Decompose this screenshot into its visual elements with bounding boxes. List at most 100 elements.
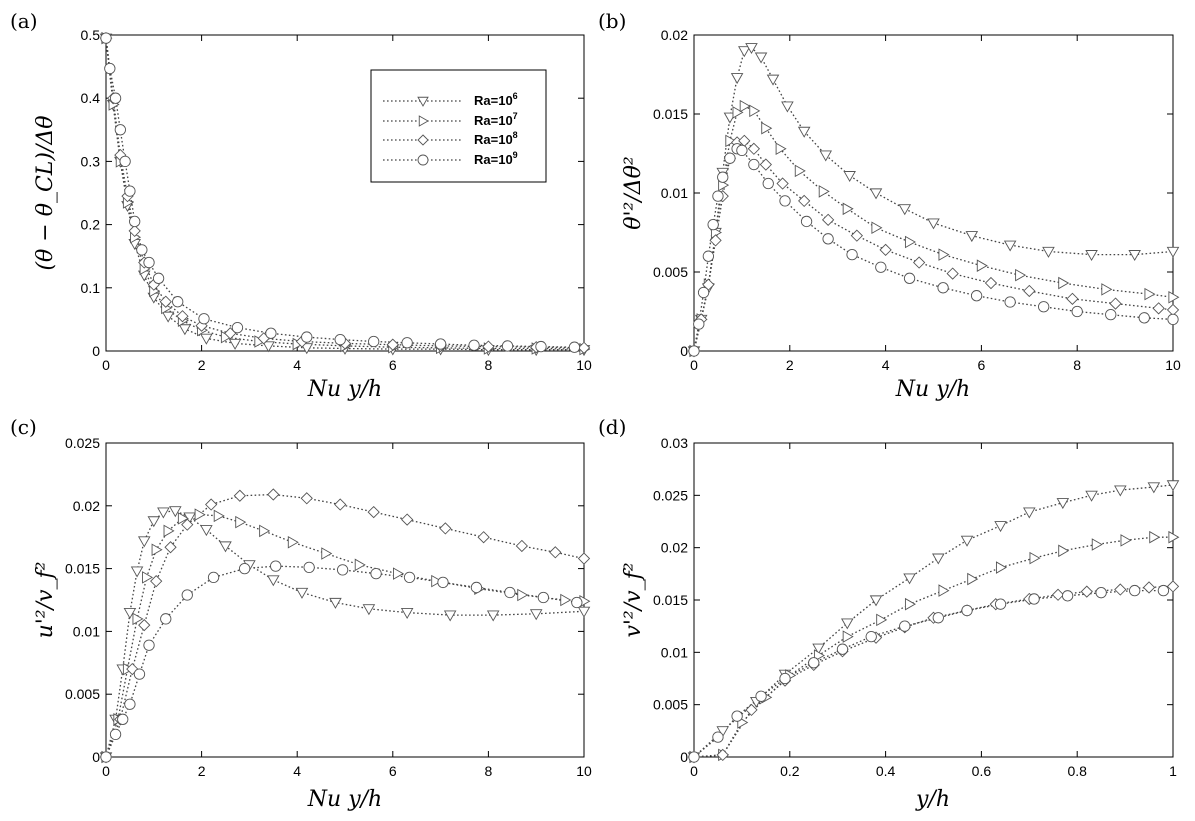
legend-label-ra9-base: Ra=10	[474, 152, 513, 167]
panel-c-point-ra8	[205, 498, 218, 511]
panel-c-point-ra8	[577, 552, 591, 565]
panel-c-label: (c)	[10, 415, 37, 439]
panel-b-x-tick-label: 10	[1165, 357, 1181, 373]
panel-d: (d) 0 0.2 0.4 0.6 0.8 1 0 0.005 0.01 0.015 0.02 0.0…	[598, 415, 1180, 812]
panel-c: (c) 0 2 4 6 8 10 0 0.005 0.01 0.015 0.02 0.025 Nu y…	[10, 415, 592, 812]
panel-b-x-tick-label: 0	[690, 357, 698, 373]
panel-c-plot-frame	[105, 442, 585, 758]
panel-a-x-tick-label: 10	[576, 357, 592, 373]
legend-label-ra8-exp: 8	[513, 130, 518, 140]
panel-d-point-ra7	[842, 630, 854, 643]
panel-d-label: (d)	[598, 415, 626, 439]
panel-c-ticks: 0 2 4 6 8 10 0 0.005 0.01 0.015 0.02 0.025	[65, 435, 592, 779]
panel-d-y-axis-label-text: v'²/v_f²	[621, 562, 646, 637]
panel-c-point-ra6	[169, 506, 182, 518]
panel-c-point-ra9	[336, 564, 349, 576]
panel-d-x-tick-label: 0.6	[972, 763, 992, 779]
panel-d-point-ra8	[1142, 581, 1156, 594]
panel-d-point-ra7	[1120, 534, 1132, 547]
panel-c-point-ra9	[270, 560, 282, 572]
panel-b-point-ra9	[875, 261, 887, 273]
panel-b-point-ra8	[709, 234, 722, 247]
panel-c-point-ra6	[400, 607, 414, 619]
panel-c-point-ra7	[132, 612, 144, 626]
panel-c-point-ra9	[133, 668, 146, 680]
panel-a-x-tick-label: 4	[293, 357, 301, 373]
panel-d-point-ra7	[938, 584, 950, 597]
panel-a-point-ra8	[386, 338, 399, 351]
panel-d-x-axis-label-text: y/h	[915, 787, 950, 812]
panel-c-point-ra7	[151, 543, 163, 557]
panel-d-point-ra6	[1023, 507, 1036, 519]
panel-c-point-ra9	[437, 576, 449, 588]
panel-c-point-ra6	[443, 610, 457, 622]
panel-d-point-ra9	[1157, 585, 1170, 597]
panel-b-point-ra9	[1071, 305, 1083, 318]
panel-a-x-tick-label: 6	[389, 357, 397, 373]
panel-a-point-ra9	[143, 256, 155, 269]
panel-c-point-ra8	[300, 492, 313, 505]
panel-d-point-ra6	[841, 618, 854, 630]
panel-b-point-ra8	[798, 194, 811, 208]
panel-c-point-ra9	[403, 571, 416, 583]
panel-c-y-tick-label: 0	[92, 749, 100, 765]
panel-a-point-ra9	[401, 337, 413, 349]
panel-c-point-ra8	[549, 546, 562, 559]
panel-d-ticks: 0 0.2 0.4 0.6 0.8 1 0 0.005 0.01 0.015 0.02 0.025 0.…	[653, 435, 1177, 779]
panel-c-series-ra6-line	[106, 510, 584, 757]
panel-c-point-ra6	[137, 536, 151, 548]
panel-d-point-ra6	[1085, 490, 1098, 502]
panel-a-point-ra9	[172, 296, 184, 308]
panel-a-point-ra9	[468, 339, 480, 351]
panel-d-series-ra7-line	[694, 536, 1173, 757]
panel-c-point-ra7	[163, 524, 175, 538]
panel-b-point-ra9	[712, 190, 724, 202]
panel-b-point-ra6	[766, 74, 780, 86]
panel-b-point-ra8	[1109, 297, 1122, 310]
panel-b-point-ra8	[776, 177, 789, 190]
panel-a-point-ra9	[501, 340, 514, 352]
panel-b-point-ra9	[697, 286, 710, 299]
panel-d-point-ra9	[994, 598, 1007, 610]
panel-d-x-tick-label: 1	[1169, 763, 1177, 779]
panel-c-point-ra9	[109, 728, 122, 740]
panel-d-y-tick-label: 0.015	[653, 592, 688, 608]
panel-b: (b) 0 2 4 6 8 10 0 0.005 0.01 0.015 0.02 Nu y/h θ'…	[598, 9, 1181, 402]
legend-marker-ra7	[418, 115, 429, 127]
panel-b-point-ra7	[732, 106, 744, 119]
panel-a-point-ra9	[119, 155, 131, 167]
panel-b-point-ra9	[903, 272, 916, 284]
panel-d-y-tick-label: 0.025	[653, 487, 688, 503]
panel-b-y-axis-label-text: θ'²/Δθ²	[621, 156, 646, 229]
panel-b-point-ra9	[748, 158, 760, 171]
panel-a-x-tick-label: 2	[198, 357, 206, 373]
panel-b-point-ra8	[912, 256, 926, 269]
panel-a-point-ra9	[129, 215, 141, 228]
legend-label-ra6-base: Ra=10	[474, 93, 513, 108]
panel-b-point-ra6	[898, 204, 912, 216]
panel-b-y-tick-label: 0	[680, 343, 688, 359]
panel-d-point-ra7	[967, 572, 979, 586]
panel-b-point-ra9	[736, 144, 748, 156]
panel-a-point-ra9	[100, 32, 112, 44]
panel-c-point-ra6	[200, 525, 213, 537]
panel-b-label: (b)	[598, 9, 626, 33]
panel-c-point-ra9	[100, 751, 112, 763]
panel-c-y-tick-label: 0.01	[73, 623, 100, 639]
panel-c-point-ra9	[370, 568, 382, 580]
panel-a-point-ra6	[228, 338, 242, 350]
panel-a-point-ra9	[124, 185, 136, 197]
panel-c-series-lines	[106, 493, 584, 757]
panel-c-point-ra7	[287, 535, 299, 549]
panel-d-point-ra9	[712, 731, 724, 743]
panel-c-x-tick-label: 4	[293, 763, 301, 779]
panel-c-point-ra8	[439, 522, 452, 535]
panel-b-point-ra6	[1085, 250, 1098, 262]
panel-b-point-ra8	[747, 142, 761, 155]
panel-b-point-ra9	[937, 282, 949, 294]
panel-a-point-ra9	[568, 341, 581, 353]
panel-a-point-ra6	[161, 311, 175, 323]
panel-c-point-ra6	[362, 604, 376, 616]
panel-b-point-ra7	[842, 202, 854, 216]
